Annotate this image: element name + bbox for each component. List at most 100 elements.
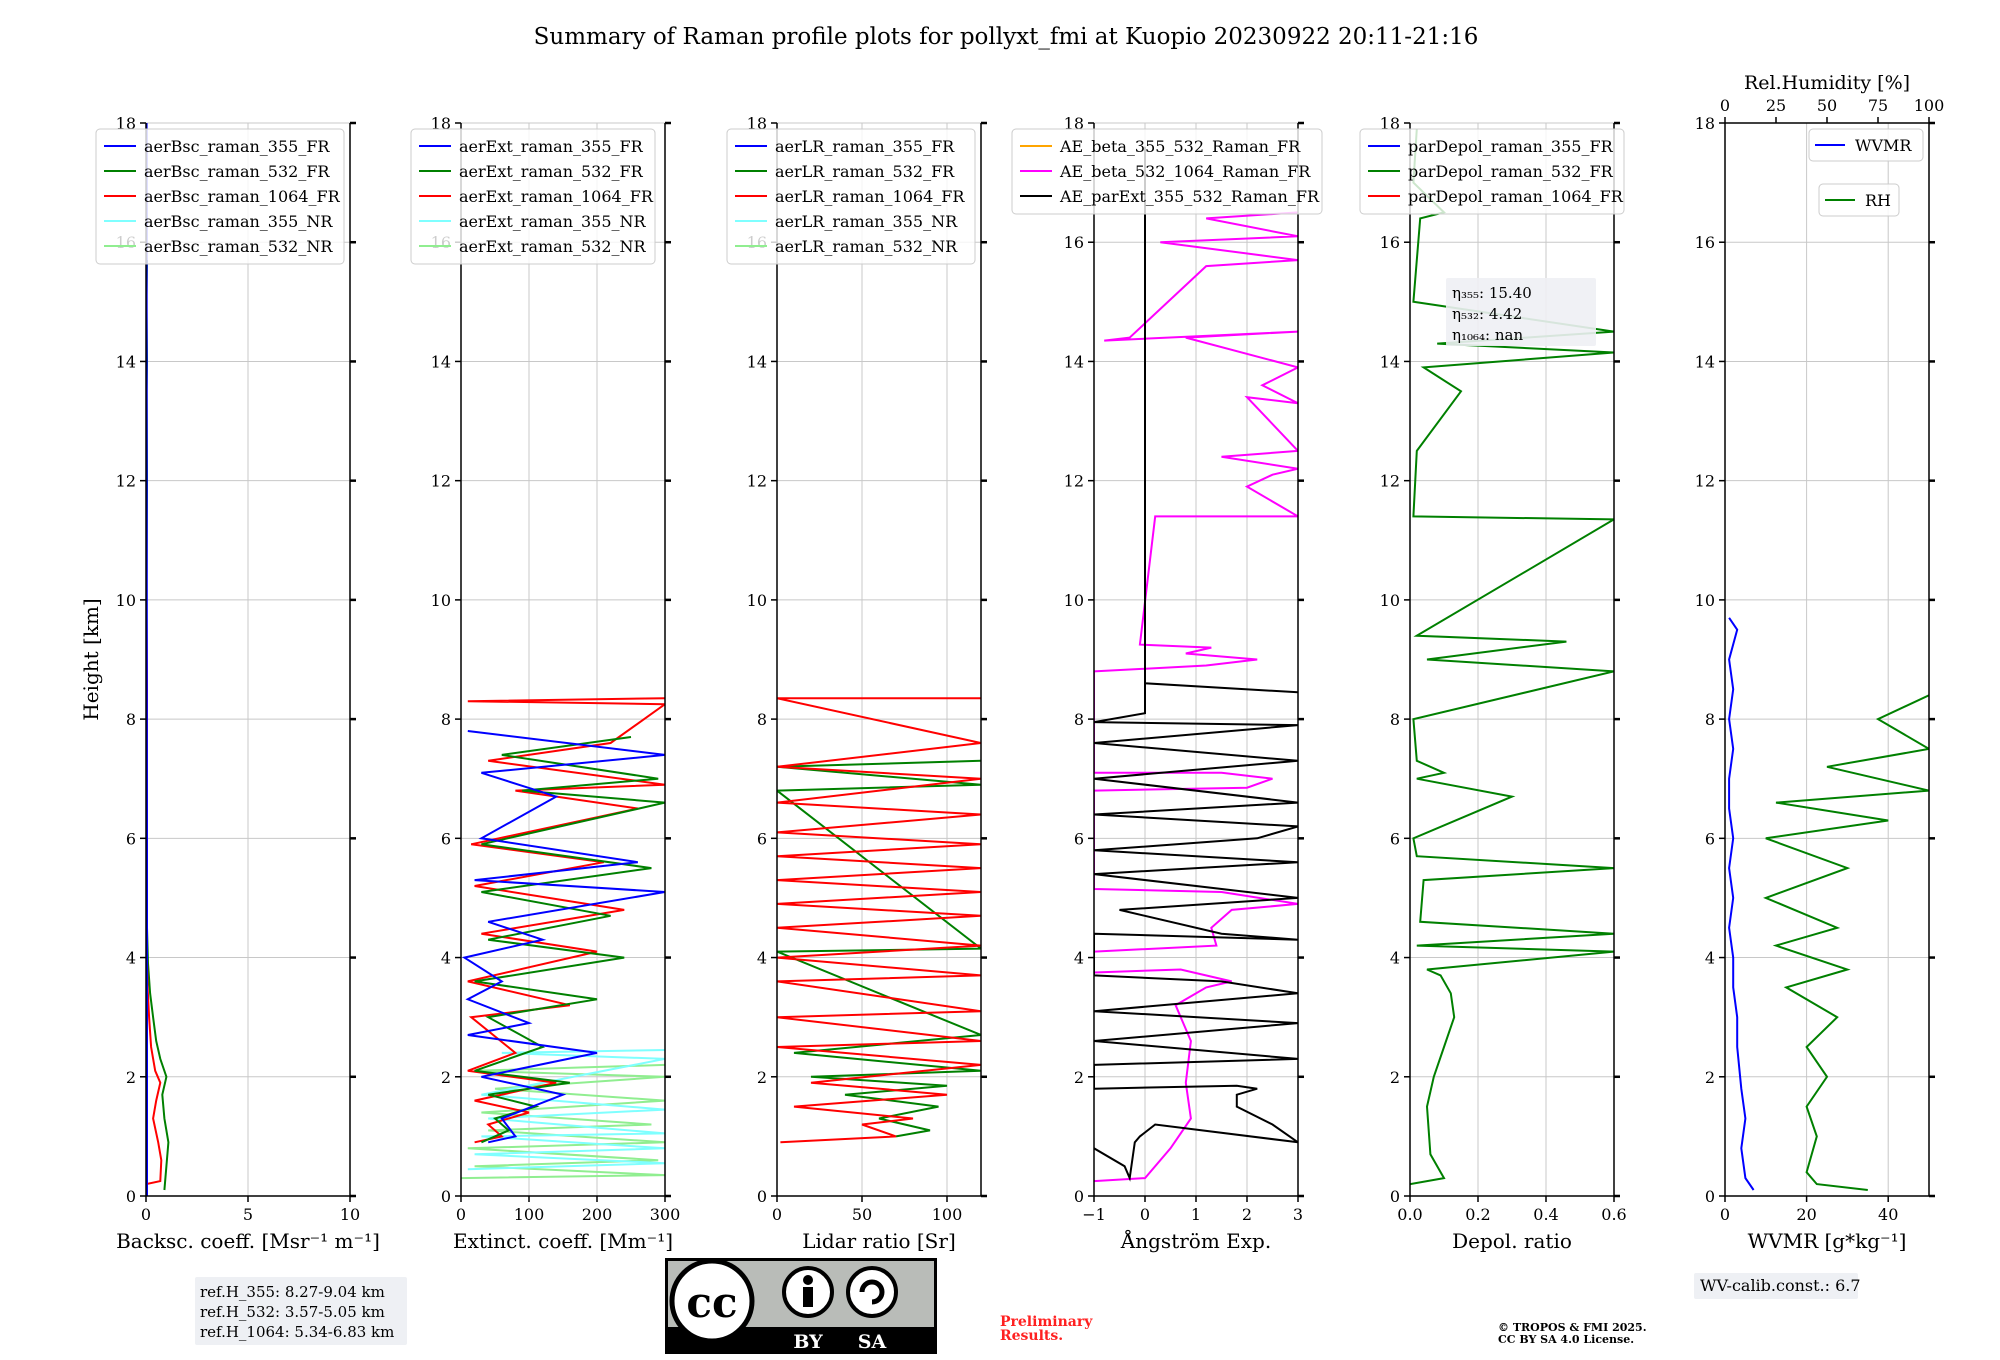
legend-label: aerBsc_raman_355_FR: [144, 137, 330, 156]
license-sa-label: SA: [858, 1331, 887, 1353]
legend-label: parDepol_raman_1064_FR: [1408, 187, 1624, 206]
legend-label: aerLR_raman_355_NR: [775, 212, 958, 231]
y-tick-label: 14: [1695, 352, 1715, 371]
series-line-aerLR_raman_1064_FR: [777, 697, 981, 1144]
ref-height-box: [195, 1277, 407, 1345]
y-tick-label: 4: [126, 949, 136, 968]
legend-label: aerExt_raman_532_FR: [459, 162, 644, 181]
y-tick-label: 2: [126, 1068, 136, 1087]
y-tick-label: 18: [1064, 114, 1084, 133]
y-tick-label: 10: [116, 591, 136, 610]
legend-label: aerBsc_raman_532_FR: [144, 162, 330, 181]
legend-box: [1011, 128, 1323, 215]
legend-box: [1808, 128, 1924, 162]
legend-label: aerBsc_raman_355_NR: [144, 212, 333, 231]
legend-label: AE_beta_532_1064_Raman_FR: [1059, 162, 1311, 181]
x-tick-label: 1: [1191, 1205, 1201, 1224]
top-x-tick-label: 50: [1817, 96, 1837, 115]
legend-label: aerBsc_raman_532_NR: [144, 237, 333, 256]
top-x-tick-label: 75: [1868, 96, 1888, 115]
x-tick-label: 0.0: [1397, 1205, 1422, 1224]
y-tick-label: 18: [1695, 114, 1715, 133]
panels-group: 0246810121416180510Backsc. coeff. [Msr⁻¹…: [79, 72, 1944, 1253]
y-tick-label: 4: [757, 949, 767, 968]
y-tick-label: 0: [757, 1187, 767, 1206]
x-axis-label: Extinct. coeff. [Mm⁻¹]: [453, 1229, 673, 1253]
ref-height-355: ref.H_355: 8.27-9.04 km: [200, 1283, 385, 1301]
legend-box: [1359, 128, 1625, 215]
y-tick-label: 18: [747, 114, 767, 133]
copyright-line1: © TROPOS & FMI 2025.: [1498, 1321, 1647, 1334]
y-tick-label: 2: [757, 1068, 767, 1087]
figure-title: Summary of Raman profile plots for polly…: [534, 24, 1479, 50]
y-tick-label: 14: [1064, 352, 1084, 371]
x-tick-label: 10: [340, 1205, 360, 1224]
preliminary-note-line2: Results.: [1000, 1328, 1063, 1344]
legend-label: AE_parExt_355_532_Raman_FR: [1059, 187, 1320, 206]
legend-box: [726, 128, 976, 265]
y-tick-label: 14: [431, 352, 451, 371]
y-tick-label: 0: [1390, 1187, 1400, 1206]
legend-label: aerLR_raman_532_FR: [775, 162, 955, 181]
legend-label: aerBsc_raman_1064_FR: [144, 187, 341, 206]
copyright-line2: CC BY SA 4.0 License.: [1498, 1333, 1634, 1346]
series-line-WVMR: [1728, 617, 1755, 1191]
x-axis-label: Depol. ratio: [1452, 1229, 1572, 1253]
legend-label: aerLR_raman_532_NR: [775, 237, 958, 256]
legend-box: [410, 128, 656, 265]
top-x-tick-label: 25: [1766, 96, 1786, 115]
series-group: [1094, 146, 1298, 1183]
legend-label: aerLR_raman_1064_FR: [775, 187, 965, 206]
y-tick-label: 6: [1390, 829, 1400, 848]
legend-label: WVMR: [1855, 136, 1912, 155]
y-tick-label: 10: [1695, 591, 1715, 610]
chart-panel-6: 0 2 4 6 8 10 12 14 16 18 0 20 40 0 25 50 75 100Rel.Humidi…: [1695, 72, 1945, 1253]
series-line-aerExt_raman_1064_FR: [467, 697, 665, 1144]
chart-panel-1: 0246810121416180510Backsc. coeff. [Msr⁻¹…: [79, 114, 380, 1253]
eta-annotation-line: η₁₀₆₄: nan: [1452, 326, 1523, 344]
series-line-aerBsc_raman_532_FR: [146, 260, 170, 1191]
series-line-aerExt_raman_355_NR: [467, 1049, 665, 1171]
y-tick-label: 10: [431, 591, 451, 610]
license-by-label: BY: [793, 1331, 823, 1353]
legend-label: aerLR_raman_355_FR: [775, 137, 955, 156]
y-tick-label: 18: [116, 114, 136, 133]
y-tick-label: 2: [1705, 1068, 1715, 1087]
x-tick-label: 0: [1720, 1205, 1730, 1224]
y-tick-label: 6: [441, 829, 451, 848]
x-tick-label: 40: [1878, 1205, 1898, 1224]
preliminary-note-line1: Preliminary: [1000, 1314, 1093, 1330]
legend-label: RH: [1865, 191, 1891, 210]
y-tick-label: 12: [1380, 472, 1400, 491]
cc-by-sa-badge: cc BY SA: [665, 1258, 937, 1354]
y-tick-label: 8: [1074, 710, 1084, 729]
y-tick-label: 10: [747, 591, 767, 610]
wv-calib-label: WV-calib.const.: 6.7: [1700, 1276, 1861, 1295]
y-tick-label: 0: [126, 1187, 136, 1206]
wv-calib-box: [1694, 1273, 1858, 1299]
y-tick-label: 18: [431, 114, 451, 133]
y-tick-label: 6: [126, 829, 136, 848]
y-tick-label: 12: [1695, 472, 1715, 491]
series-line-AE_beta_532_1064_Raman_FR: [1094, 211, 1298, 1183]
x-tick-label: 0.4: [1533, 1205, 1558, 1224]
x-tick-label: 0: [1140, 1205, 1150, 1224]
x-tick-label: 100: [932, 1205, 963, 1224]
legend-label: aerExt_raman_532_NR: [459, 237, 647, 256]
legend-label: parDepol_raman_355_FR: [1408, 137, 1614, 156]
y-tick-label: 4: [1705, 949, 1715, 968]
legend-label: aerExt_raman_355_NR: [459, 212, 647, 231]
x-tick-label: 300: [650, 1205, 681, 1224]
top-x-tick-label: 0: [1720, 96, 1730, 115]
y-tick-label: 12: [747, 472, 767, 491]
series-line-aerExt_raman_532_NR: [461, 1063, 665, 1180]
y-tick-label: 0: [1074, 1187, 1084, 1206]
x-tick-label: 0.2: [1465, 1205, 1490, 1224]
x-axis-label: Backsc. coeff. [Msr⁻¹ m⁻¹]: [116, 1229, 380, 1253]
ref-height-1064: ref.H_1064: 5.34-6.83 km: [200, 1323, 394, 1341]
y-tick-label: 10: [1064, 591, 1084, 610]
y-tick-label: 12: [1064, 472, 1084, 491]
y-tick-label: 2: [1390, 1068, 1400, 1087]
chart-panel-5: 0 2 4 6 8 10 12 14 16 18 0.0 0.2 0.4 0.6 Depol. ratio p…: [1359, 114, 1627, 1253]
series-group: [777, 697, 981, 1144]
